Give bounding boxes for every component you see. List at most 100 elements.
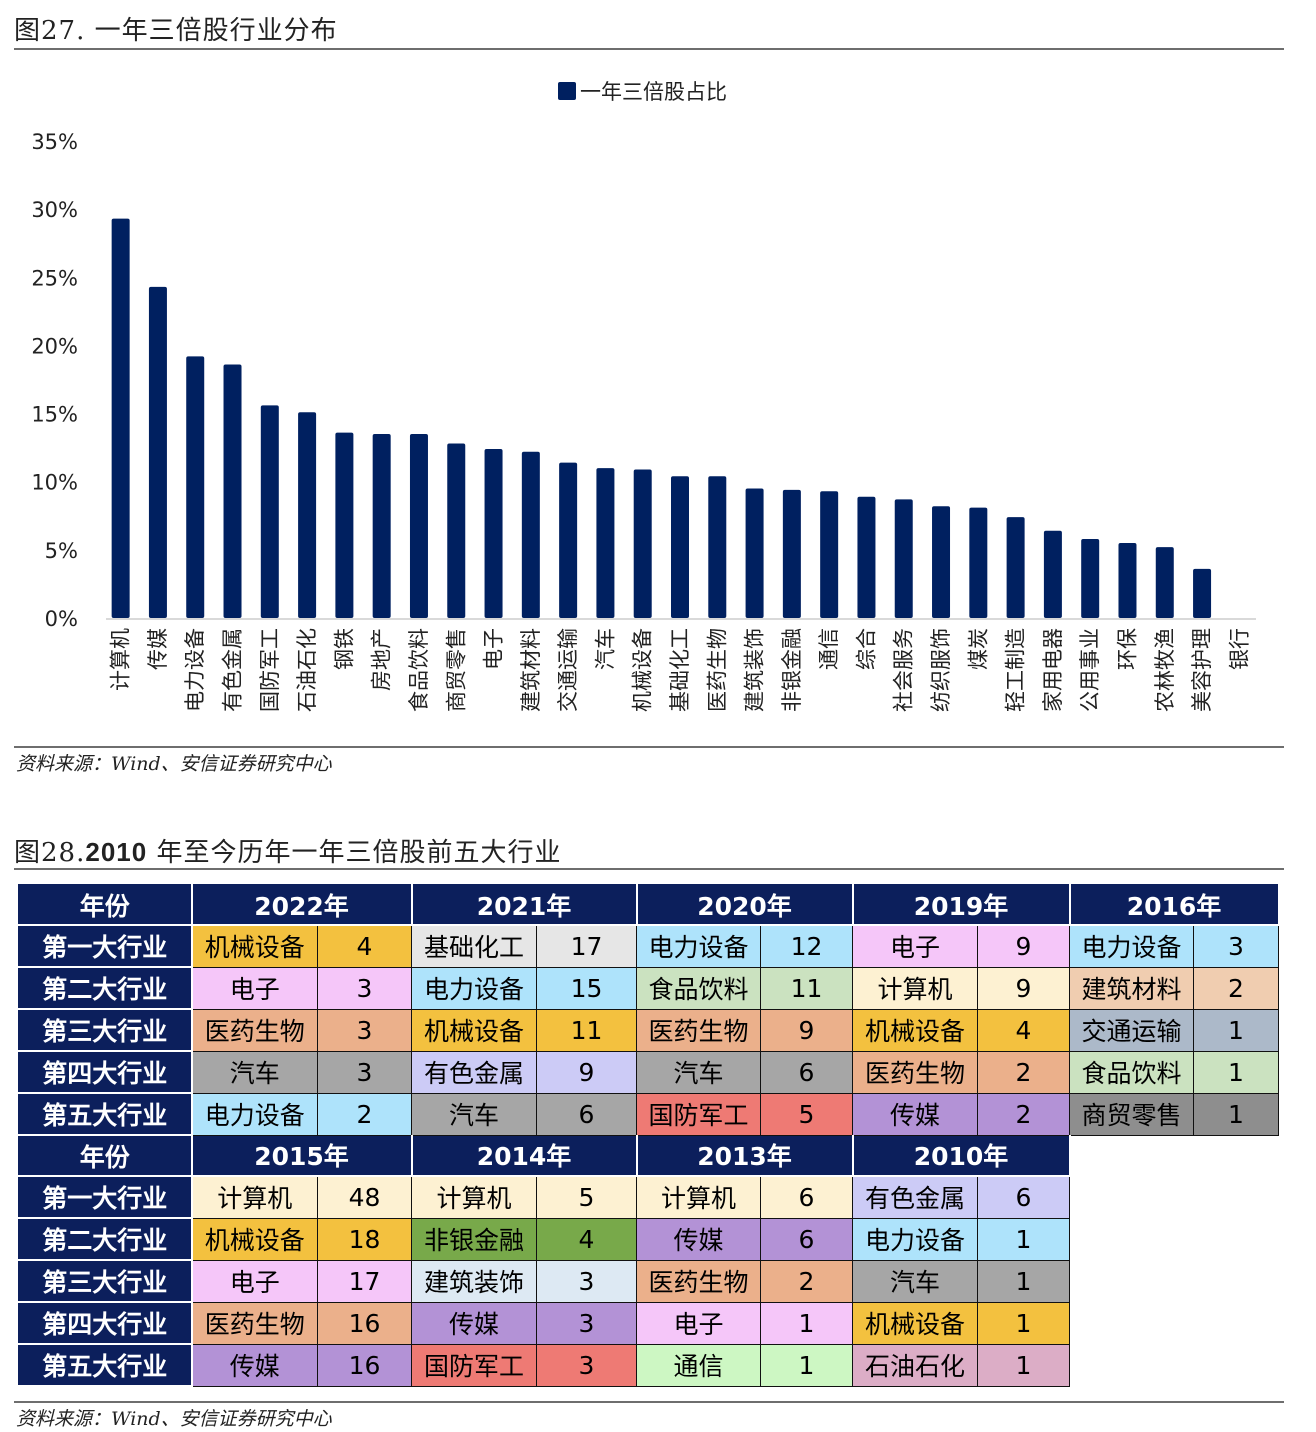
year-header: 2021年 [411, 884, 638, 926]
count-cell: 3 [1193, 924, 1279, 968]
table-row: 第三大行业 电子 17 建筑装饰 3 医药生物 2 汽车 1 [18, 1259, 1279, 1303]
count-cell: 15 [536, 966, 637, 1010]
rank-label: 第四大行业 [18, 1050, 193, 1094]
y-tick-label: 30% [31, 198, 78, 222]
bar [148, 286, 167, 618]
industry-cell: 有色金属 [852, 1175, 978, 1219]
bar [894, 499, 913, 618]
count-cell: 6 [760, 1217, 853, 1261]
rank-label: 第四大行业 [18, 1301, 193, 1345]
count-cell: 3 [536, 1259, 637, 1303]
y-tick-label: 35% [31, 130, 78, 154]
industry-cell: 医药生物 [636, 1008, 761, 1052]
bars [111, 218, 1212, 618]
rank-label: 第二大行业 [18, 966, 193, 1010]
table-row: 第四大行业 医药生物 16 传媒 3 电子 1 机械设备 1 [18, 1301, 1279, 1345]
figure28-bottom-rule [14, 1401, 1284, 1403]
industry-cell: 计算机 [636, 1175, 761, 1219]
x-tick-label: 家用电器 [1041, 628, 1065, 712]
count-cell: 3 [317, 1008, 412, 1052]
bar [857, 496, 876, 618]
table-row: 第二大行业 机械设备 18 非银金融 4 传媒 6 电力设备 1 [18, 1217, 1279, 1261]
count-cell: 3 [536, 1343, 637, 1387]
x-tick-label: 公用事业 [1078, 628, 1102, 712]
industry-cell: 建筑装饰 [411, 1259, 537, 1303]
figure27-source: 资料来源：Wind、安信证券研究中心 [16, 753, 332, 775]
top-industries-table: 年份 2022年 2021年 2020年 2019年 2016年 第一大行业 机械设备 4 基础化… [18, 884, 1280, 1387]
table-row: 第一大行业 计算机 48 计算机 5 计算机 6 有色金属 6 [18, 1175, 1279, 1219]
count-cell: 18 [317, 1217, 412, 1261]
figure27-bottom-rule [14, 746, 1284, 748]
industry-cell: 汽车 [411, 1092, 537, 1136]
table-row: 第二大行业 电子 3 电力设备 15 食品饮料 11 计算机 9 建筑材料 2 [18, 966, 1279, 1010]
industry-cell: 计算机 [411, 1175, 537, 1219]
count-cell: 2 [1193, 966, 1279, 1010]
year-header: 2020年 [636, 884, 854, 926]
bar [1193, 568, 1212, 618]
figure28-source: 资料来源：Wind、安信证券研究中心 [16, 1408, 332, 1430]
chart-legend: 一年三倍股占比 [558, 76, 727, 106]
figure28-title-rest: 年至今历年一年三倍股前五大行业 [147, 838, 562, 868]
bar [1043, 530, 1062, 618]
industry-cell: 交通运输 [1069, 1008, 1194, 1052]
industry-cell: 医药生物 [852, 1050, 978, 1094]
bar [372, 434, 391, 618]
legend-swatch-icon [558, 82, 576, 100]
bar [223, 364, 242, 618]
x-tick-label: 建筑装饰 [743, 628, 767, 712]
industry-cell: 基础化工 [411, 924, 537, 968]
empty-cell [1069, 1344, 1279, 1386]
industry-cell: 医药生物 [191, 1301, 318, 1345]
figure28-title-prefix: 图28. [14, 838, 86, 868]
table-row: 第一大行业 机械设备 4 基础化工 17 电力设备 12 电子 9 电力设备 3 [18, 924, 1279, 968]
industry-cell: 电子 [191, 1259, 318, 1303]
bar [409, 434, 428, 618]
bar [335, 432, 354, 618]
empty-cell [1069, 1135, 1279, 1176]
year-header: 2015年 [191, 1134, 413, 1177]
figure28-title-rule [14, 868, 1284, 870]
year-header-row: 年份 2015年 2014年 2013年 2010年 [18, 1134, 1279, 1177]
x-tick-label: 电力设备 [183, 628, 207, 712]
year-header: 2013年 [636, 1134, 854, 1177]
count-cell: 2 [977, 1050, 1070, 1094]
x-tick-label: 轻工制造 [1004, 628, 1028, 712]
bar [111, 218, 130, 618]
year-header-row: 年份 2022年 2021年 2020年 2019年 2016年 [18, 884, 1280, 926]
count-cell: 1 [760, 1301, 853, 1345]
industry-cell: 机械设备 [191, 1217, 318, 1261]
count-cell: 17 [317, 1259, 412, 1303]
x-tick-label: 煤炭 [966, 628, 990, 670]
count-cell: 3 [317, 1050, 412, 1094]
industry-cell: 国防军工 [636, 1092, 761, 1136]
figure27-title-rule [14, 48, 1284, 50]
industry-cell: 汽车 [852, 1259, 978, 1303]
industry-cell: 传媒 [636, 1217, 761, 1261]
count-cell: 1 [977, 1217, 1070, 1261]
bar [782, 489, 801, 618]
x-tick-label: 电子 [482, 628, 506, 670]
industry-cell: 汽车 [636, 1050, 761, 1094]
count-cell: 1 [1193, 1050, 1279, 1094]
rank-label: 第一大行业 [18, 1175, 193, 1219]
rank-label: 第一大行业 [18, 924, 193, 968]
year-header: 2019年 [852, 884, 1071, 926]
bar [596, 468, 615, 618]
year-header-label: 年份 [18, 1134, 193, 1177]
industry-cell: 电力设备 [852, 1217, 978, 1261]
count-cell: 2 [977, 1092, 1070, 1136]
count-cell: 1 [760, 1343, 853, 1387]
count-cell: 16 [317, 1301, 412, 1345]
industry-cell: 传媒 [852, 1092, 978, 1136]
empty-cell [1069, 1260, 1279, 1302]
bar [708, 476, 727, 618]
industry-cell: 电力设备 [636, 924, 761, 968]
count-cell: 4 [977, 1008, 1070, 1052]
industry-cell: 机械设备 [852, 1008, 978, 1052]
bar [745, 488, 764, 618]
count-cell: 2 [760, 1259, 853, 1303]
figure28-title-year: 2010 [85, 837, 148, 867]
empty-cell [1069, 1176, 1279, 1218]
count-cell: 5 [536, 1175, 637, 1219]
x-tick-label: 纺织服饰 [929, 628, 953, 712]
